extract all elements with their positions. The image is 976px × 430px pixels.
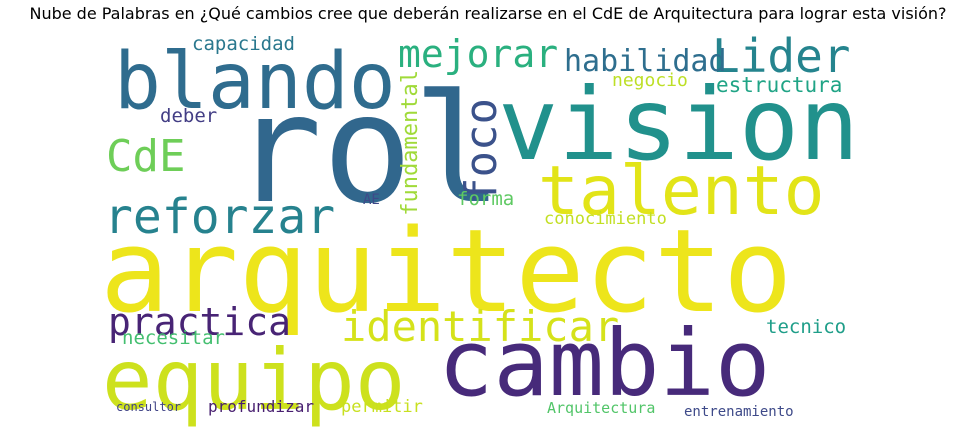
word-identificar: identificar: [341, 302, 620, 351]
word-equipo: equipo: [102, 331, 406, 429]
word-practica: practica: [108, 300, 292, 344]
word-tecnico: tecnico: [766, 316, 847, 338]
word-talento: talento: [538, 152, 825, 231]
word-cloud: arquitecto rol vision cambio equipo blan…: [100, 30, 868, 430]
word-estructura: estructura: [716, 73, 843, 97]
word-mejorar: mejorar: [398, 32, 559, 76]
word-conocimiento: conocimiento: [544, 209, 667, 229]
word-ae: AE: [363, 192, 380, 208]
word-deber: deber: [160, 105, 218, 127]
word-reforzar: reforzar: [104, 189, 336, 245]
word-consultor: consultor: [116, 400, 182, 414]
word-cambio: cambio: [438, 310, 771, 417]
word-arquitectura: Arquitectura: [547, 399, 656, 417]
word-rol: rol: [232, 63, 503, 237]
word-blando: blando: [114, 37, 396, 127]
word-fundamental: fundamental: [398, 70, 423, 216]
word-necesitar: necesitar: [122, 327, 225, 349]
word-capacidad: capacidad: [192, 33, 295, 55]
word-forma: forma: [457, 188, 515, 210]
word-habilidad: habilidad: [564, 44, 727, 79]
word-permitir: permitir: [341, 397, 423, 417]
chart-title: Nube de Palabras en ¿Qué cambios cree qu…: [29, 4, 947, 23]
word-vision: vision: [498, 66, 860, 183]
word-negocio: negocio: [612, 70, 688, 91]
word-lider: Lider: [712, 29, 851, 83]
word-profundizar: profundizar: [208, 397, 314, 416]
word-entrenamiento: entrenamiento: [684, 404, 794, 420]
word-arquitecto: arquitecto: [100, 205, 793, 339]
word-cde: CdE: [106, 131, 186, 182]
